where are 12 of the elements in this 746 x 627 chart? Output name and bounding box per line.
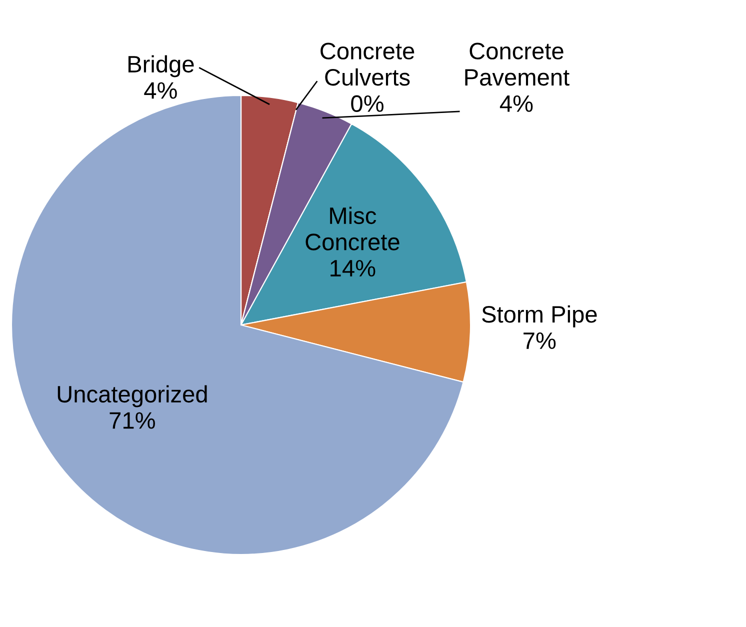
slice-label: Concrete Pavement	[465, 42, 570, 86]
slice-label: Misc Concrete	[306, 206, 400, 250]
slice-label: Storm Pipe	[482, 305, 597, 328]
category-label: Concrete Culverts	[320, 42, 414, 86]
data-label: 4%	[144, 82, 177, 99]
data-label: 7%	[524, 332, 556, 349]
text: 0%	[351, 95, 384, 112]
data-label: 14%	[330, 260, 376, 277]
data-label: 71%	[110, 412, 155, 429]
slice-label: Uncategorized	[58, 385, 207, 408]
data-label: 4%	[500, 95, 533, 112]
slice-label: Bridge	[128, 55, 194, 78]
